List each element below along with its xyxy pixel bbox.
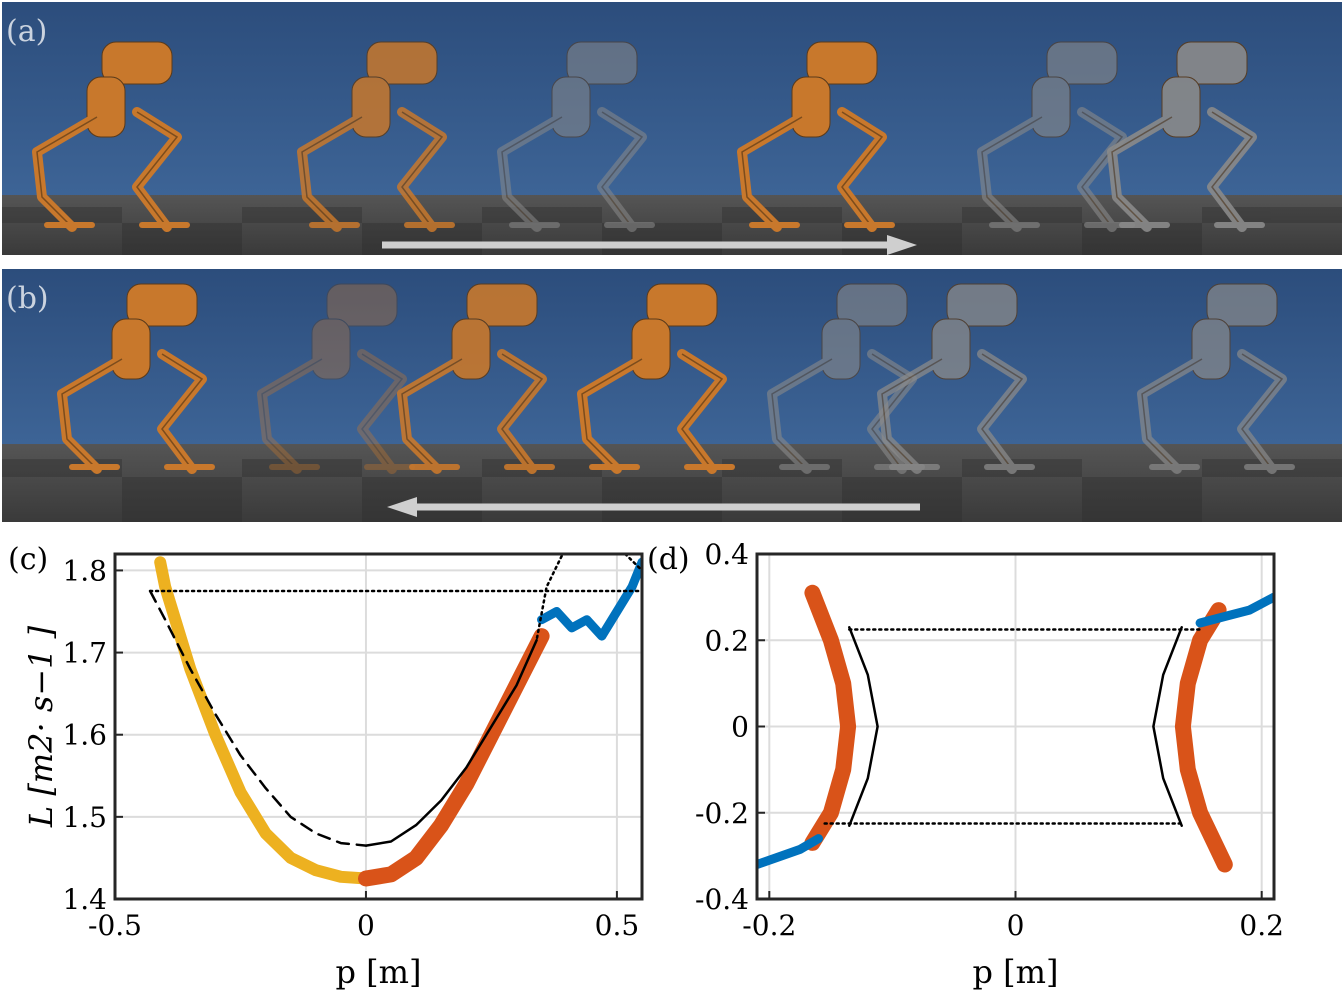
robot-a-2 xyxy=(297,41,455,232)
y-tick-label: 1.7 xyxy=(62,637,107,670)
y-tick-label: -0.2 xyxy=(695,797,749,830)
robot-b-2 xyxy=(257,283,415,474)
x-tick-label: 0 xyxy=(357,909,375,942)
panel-label-b: (b) xyxy=(6,281,49,316)
robot-a-6 xyxy=(1107,41,1265,232)
panel-b-scene xyxy=(2,269,1342,522)
y-tick-label: 1.8 xyxy=(62,554,107,587)
series-black-dotted xyxy=(148,554,642,642)
series-orange-band xyxy=(1174,602,1233,873)
robot-b-1 xyxy=(57,283,215,474)
y-axis-label: L [m2· s−1 ] xyxy=(22,625,60,828)
x-axis-label: p [m] xyxy=(336,953,422,991)
chart-d: -0.2 0 0.2-0.4-0.200.20.4p [m] xyxy=(695,538,1284,991)
series-black-solid xyxy=(848,626,879,827)
series-blue-scatter xyxy=(757,834,823,869)
axes-box xyxy=(113,552,644,901)
chart-c: -0.5 0 0.5 1.4 1.5 1.6 1.7 1.8 p [m] L [m2· s−1 ] xyxy=(22,552,644,991)
robot-b-7 xyxy=(1137,283,1295,474)
robot-b-5 xyxy=(767,283,925,474)
data-point xyxy=(597,632,606,641)
series-black-solid xyxy=(364,638,538,847)
data-point xyxy=(1220,612,1229,621)
series-yellow-band xyxy=(154,556,372,885)
panel-b-snapshots: (b) xyxy=(2,269,1342,522)
x-tick-label: 0.2 xyxy=(1239,909,1284,942)
series-orange-band xyxy=(804,584,857,851)
floor-checkers xyxy=(2,459,1342,522)
y-tick-label: -0.4 xyxy=(695,883,749,916)
robot-a-5 xyxy=(977,41,1135,232)
panel-label-a: (a) xyxy=(6,14,48,49)
y-tick-label: 0.2 xyxy=(704,624,749,657)
robot-a-3 xyxy=(497,41,655,232)
data-point xyxy=(582,615,591,624)
series-group xyxy=(757,584,1274,873)
data-point xyxy=(1245,606,1254,615)
data-point xyxy=(552,607,561,616)
robot-b-4 xyxy=(577,283,735,474)
data-point xyxy=(567,623,576,632)
phase-plots: -0.5 0 0.5 1.4 1.5 1.6 1.7 1.8 p [m] L [m2· s−1 ]… xyxy=(0,530,1344,1000)
data-point xyxy=(1196,619,1205,627)
series-black-dashed xyxy=(148,589,368,847)
y-tick-label: 1.5 xyxy=(62,801,107,834)
panel-label-c: (c) xyxy=(8,542,49,577)
direction-arrow-forward xyxy=(382,235,917,255)
robot-a-4 xyxy=(737,41,895,232)
data-point xyxy=(612,607,621,616)
x-tick-label: -0.2 xyxy=(742,909,796,942)
data-point xyxy=(777,851,786,860)
plots-svg: -0.5 0 0.5 1.4 1.5 1.6 1.7 1.8 p [m] L [m2· s−1 ]… xyxy=(22,538,1284,991)
panel-a-snapshots: (a) xyxy=(2,2,1342,255)
x-tick-label: 0 xyxy=(1007,909,1025,942)
series-black-solid xyxy=(1152,626,1183,827)
x-axis-label: p [m] xyxy=(973,953,1059,991)
series-blue-scatter xyxy=(1195,592,1274,628)
robot-a-1 xyxy=(32,41,190,232)
series-group xyxy=(148,554,642,887)
y-tick-label: 0.4 xyxy=(704,538,749,571)
robot-b-3 xyxy=(397,283,555,474)
data-point xyxy=(627,582,636,591)
y-tick-label: 1.4 xyxy=(62,883,107,916)
y-tick-label: 1.6 xyxy=(62,719,107,752)
direction-arrow-backward xyxy=(387,497,920,517)
data-point xyxy=(814,834,823,843)
robot-b-6 xyxy=(877,283,1035,474)
sky xyxy=(2,2,1342,195)
data-point xyxy=(796,845,805,854)
x-tick-label: 0.5 xyxy=(595,909,640,942)
panel-label-d: (d) xyxy=(647,542,690,577)
x-tick-label: -0.5 xyxy=(88,909,142,942)
panel-a-scene xyxy=(2,2,1342,255)
y-tick-label: 0 xyxy=(731,711,749,744)
axes-background xyxy=(115,554,642,899)
